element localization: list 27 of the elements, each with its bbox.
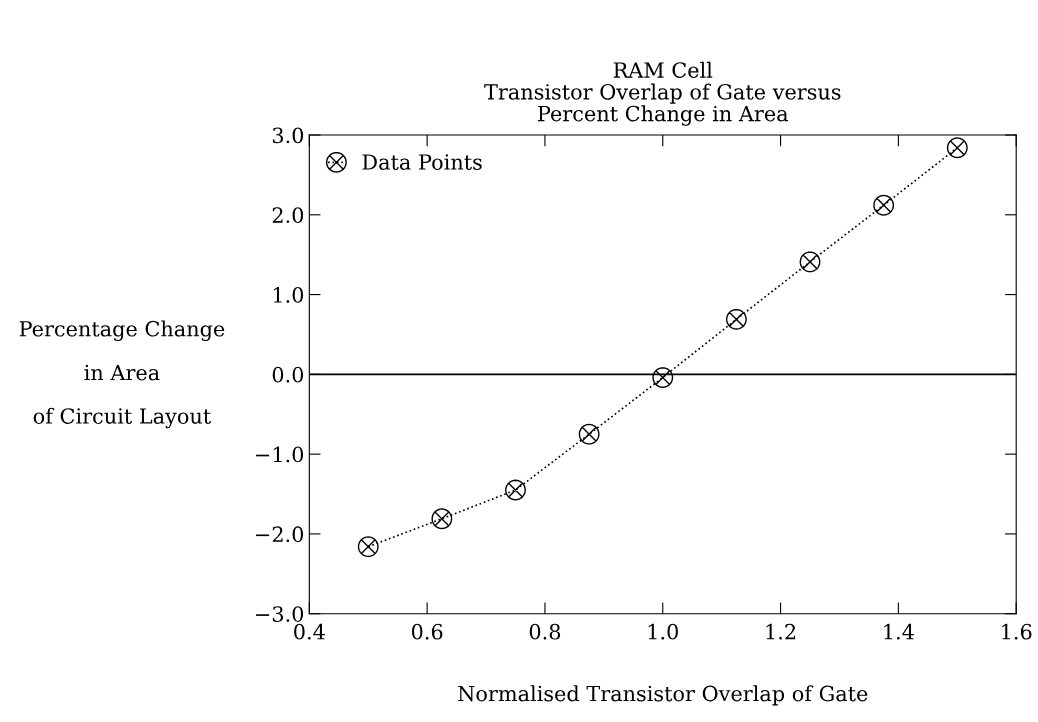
- point: [652, 367, 674, 388]
- x-tick-label: 0.4: [294, 623, 325, 640]
- x-tick-label: 1.4: [884, 623, 914, 640]
- point: [505, 479, 526, 501]
- point: [873, 194, 895, 216]
- y-tick-label: 1.0: [273, 287, 304, 303]
- x-tick-label: 0.6: [411, 623, 443, 640]
- y-tick-label: 0.0: [272, 366, 304, 383]
- y-tick-label: 3.0: [272, 127, 304, 144]
- chart-title: RAM Cell Transistor Overlap of Gate versus Percent Change in Area: [484, 61, 841, 126]
- text: Percentage Change in Area of Circuit Layout: [19, 320, 225, 429]
- x-tick-label: 0.8: [529, 623, 561, 640]
- x-tick-label: 1.6: [1002, 623, 1032, 640]
- y-tick-label: −1.0: [256, 446, 304, 463]
- y-tick-label: −3.0: [256, 606, 304, 622]
- point: [357, 536, 379, 558]
- y-tick-label: −2.0: [256, 526, 304, 543]
- y-tick-label: 2.0: [272, 207, 304, 224]
- point: [725, 308, 747, 330]
- x-axis-title: Normalised Transistor Overlap of Gate: [458, 685, 868, 706]
- x-tick-label: 1.2: [766, 623, 796, 640]
- point: [578, 423, 600, 445]
- point: [799, 251, 821, 273]
- x-tick-label: 1.0: [648, 623, 678, 640]
- point: [946, 137, 968, 159]
- legend-label: Data Points: [362, 154, 482, 170]
- point: [431, 508, 453, 530]
